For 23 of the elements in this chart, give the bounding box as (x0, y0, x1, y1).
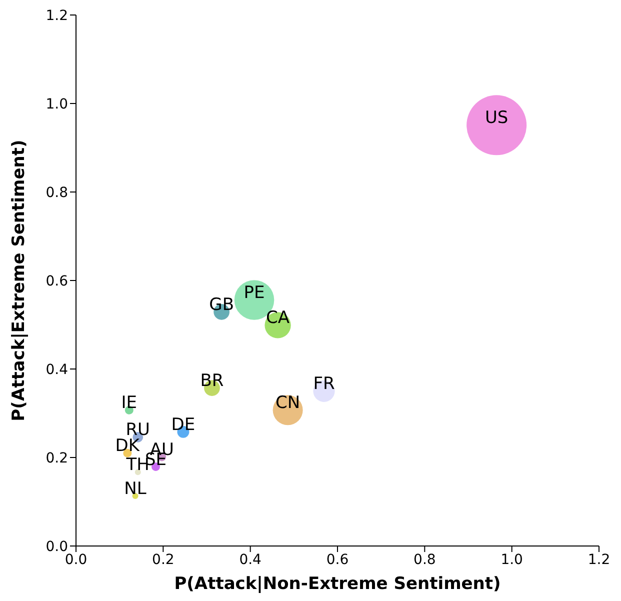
y-tick-label: 1.2 (46, 8, 68, 24)
y-tick-label: 0.6 (46, 273, 68, 290)
x-tick-label: 0.4 (239, 552, 262, 568)
x-axis-title: P(Attack|Non-Extreme Sentiment) (174, 574, 501, 594)
series-label: DK (115, 436, 140, 456)
series-label: US (484, 108, 508, 128)
y-axis-title: P(Attack|Extreme Sentiment) (9, 140, 29, 422)
series-label: IE (121, 393, 138, 414)
x-tick-label: 0.6 (326, 552, 349, 568)
y-tick-label: 0.4 (46, 362, 68, 378)
series-label: CN (276, 393, 300, 414)
y-tick-label: 1.0 (46, 96, 68, 112)
x-tick-label: 1.2 (588, 552, 610, 568)
series-label: DE (171, 414, 196, 435)
series-label: NL (124, 478, 147, 499)
y-tick-label: 0.8 (46, 184, 68, 201)
x-tick-label: 1.0 (500, 552, 523, 568)
x-tick-label: 0.2 (152, 552, 174, 568)
series-label: FR (313, 374, 335, 394)
series-label: CA (266, 308, 290, 328)
x-tick-label: 0.8 (414, 552, 436, 568)
series-label: PE (244, 282, 265, 303)
y-tick-label: 0.2 (46, 450, 68, 466)
